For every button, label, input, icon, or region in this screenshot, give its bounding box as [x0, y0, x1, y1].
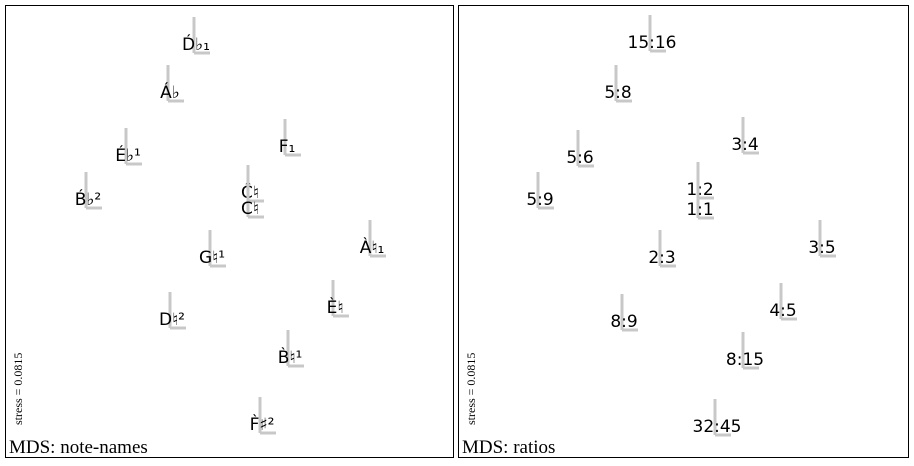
point-label: 5:6 [566, 148, 593, 168]
point-label: Á♭ [160, 81, 180, 103]
panel-title: MDS: note-names [9, 437, 148, 458]
point-label: É♭¹ [115, 144, 141, 166]
point-label: 1:2 [686, 180, 713, 200]
point-label: G♮¹ [199, 248, 225, 268]
point-label: F̀♯² [250, 414, 275, 435]
point-label: Ĉ♮ [241, 181, 259, 203]
point-label: À♮₁ [360, 236, 385, 258]
point-label: È♮ [327, 296, 344, 318]
point-label: 8:9 [610, 312, 637, 332]
point-label: B̀♮¹ [278, 347, 303, 368]
point-label: 5:9 [526, 190, 553, 210]
stress-label: stress = 0.0815 [11, 353, 25, 425]
point-label: F₁ [279, 137, 296, 157]
stress-label: stress = 0.0815 [464, 353, 478, 425]
panel-frame [458, 5, 909, 458]
point-label: D♮² [159, 310, 185, 330]
point-label: D́♭₁ [182, 34, 210, 55]
point-label: 1:1 [686, 200, 713, 220]
point-label: 3:4 [731, 135, 758, 155]
point-label: C♮ [241, 199, 259, 219]
panel-frame [5, 5, 454, 458]
point-label: 4:5 [769, 301, 796, 321]
point-label: 2:3 [648, 248, 675, 268]
point-label: 3:5 [808, 238, 835, 258]
point-label: B́♭² [75, 189, 102, 210]
point-label: 8:15 [726, 350, 764, 370]
point-label: 32:45 [693, 417, 742, 437]
point-label: 15:16 [628, 33, 677, 53]
point-label: 5:8 [604, 83, 631, 103]
panel-title: MDS: ratios [462, 437, 555, 458]
